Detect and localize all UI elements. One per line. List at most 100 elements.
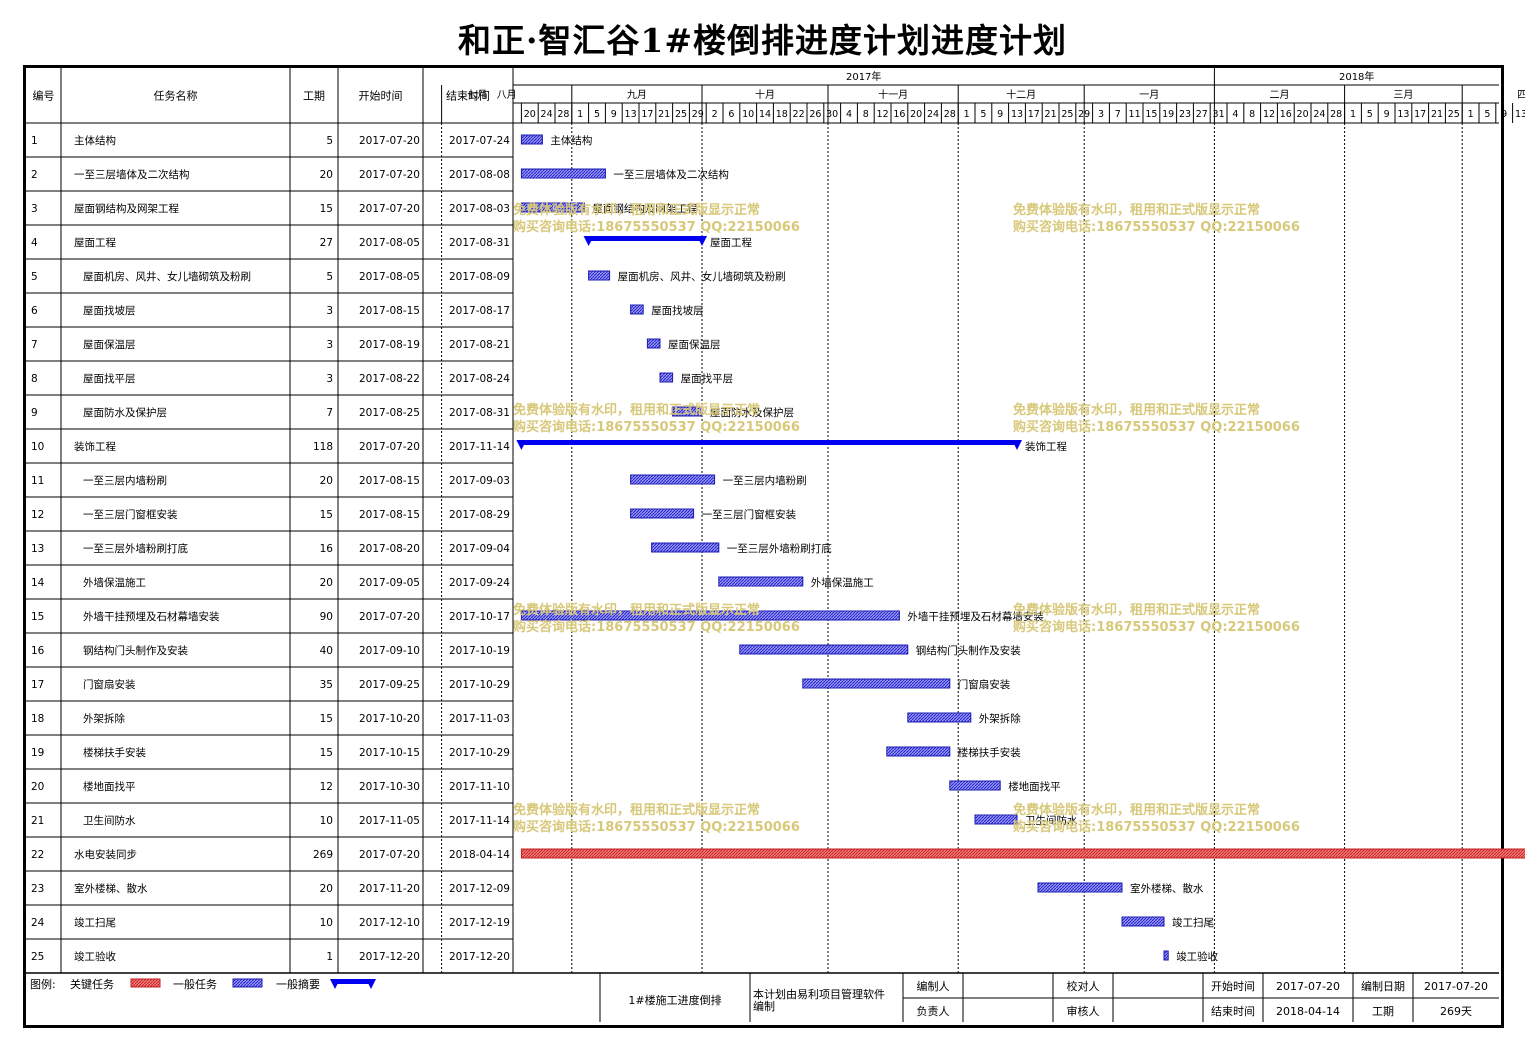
task-id: 1 <box>31 135 38 147</box>
bar-label: 楼梯扶手安装 <box>958 746 1021 759</box>
day-label: 17 <box>641 109 653 120</box>
month-label: 二月 <box>1270 89 1290 101</box>
month-label: 四月 <box>1517 89 1525 101</box>
task-bar <box>630 304 644 315</box>
task-duration: 3 <box>326 339 333 351</box>
task-bar <box>672 406 703 417</box>
day-label: 28 <box>1330 109 1342 120</box>
task-id: 10 <box>31 441 44 453</box>
task-id: 8 <box>31 373 38 385</box>
day-label: 12 <box>1263 109 1275 120</box>
task-start: 2017-10-20 <box>359 713 420 725</box>
task-end: 2017-09-24 <box>449 577 510 589</box>
task-end: 2017-11-14 <box>449 815 510 827</box>
task-name: 竣工扫尾 <box>74 916 116 929</box>
bar-label: 外架拆除 <box>979 712 1021 725</box>
bar-label: 屋面工程 <box>710 237 752 249</box>
task-bar <box>520 202 585 213</box>
task-duration: 20 <box>320 169 333 181</box>
day-label: 29 <box>1078 109 1090 120</box>
task-end: 2017-08-21 <box>449 339 510 351</box>
month-label: 三月 <box>1393 89 1413 101</box>
month-label: 九月 <box>627 89 647 101</box>
task-duration: 5 <box>326 271 333 283</box>
date-label: 编制日期 <box>1361 979 1405 993</box>
critical-bar <box>520 848 1525 859</box>
day-label: 6 <box>728 109 734 120</box>
task-start: 2017-08-19 <box>359 339 420 351</box>
task-name: 室外楼梯、散水 <box>74 882 148 895</box>
duration-label: 工期 <box>1372 1005 1394 1018</box>
task-end: 2017-09-03 <box>449 475 510 487</box>
day-label: 24 <box>1313 109 1325 120</box>
task-id: 20 <box>31 781 44 793</box>
task-name: 屋面找坡层 <box>83 304 136 317</box>
day-label: 27 <box>1196 109 1208 120</box>
day-label: 14 <box>759 109 771 120</box>
day-label: 16 <box>1280 109 1292 120</box>
task-bar <box>949 780 1001 791</box>
task-start: 2017-08-20 <box>359 543 420 555</box>
watermark-text: 免费体验版有水印，租用和正式版显示正常 <box>1013 602 1260 618</box>
month-label: 十二月 <box>1006 88 1036 101</box>
task-end: 2017-11-03 <box>449 713 510 725</box>
task-name: 门窗扇安装 <box>83 678 136 691</box>
start-label: 开始时间 <box>1211 979 1255 993</box>
summary-bar-cap <box>583 236 594 246</box>
task-duration: 10 <box>320 815 333 827</box>
summary-bar-cap <box>697 236 707 246</box>
header-end: 结束时间 <box>446 90 490 103</box>
watermark-text: 购买咨询电话:18675550537 QQ:22150066 <box>513 619 800 635</box>
task-bar <box>974 814 1018 825</box>
task-duration: 27 <box>320 237 333 249</box>
task-start: 2017-12-20 <box>359 951 420 963</box>
bar-label: 门窗扇安装 <box>958 678 1011 691</box>
task-name: 装饰工程 <box>74 440 116 453</box>
day-label: 23 <box>1179 109 1191 120</box>
task-start: 2017-07-20 <box>359 441 420 453</box>
bar-label: 竣工扫尾 <box>1172 916 1214 929</box>
task-bar <box>802 678 951 689</box>
task-duration: 118 <box>313 441 333 453</box>
task-id: 16 <box>31 645 45 657</box>
task-start: 2017-08-15 <box>359 305 420 317</box>
task-duration: 7 <box>326 407 333 419</box>
task-end: 2017-08-24 <box>449 373 510 385</box>
task-id: 9 <box>31 407 38 419</box>
legend-critical-label: 关键任务 <box>70 977 114 991</box>
task-end: 2017-08-31 <box>449 407 510 419</box>
task-end: 2017-12-20 <box>449 951 510 963</box>
task-start: 2017-07-20 <box>359 849 420 861</box>
day-label: 5 <box>1484 109 1490 120</box>
bar-label: 屋面保温层 <box>668 338 721 351</box>
task-name: 水电安装同步 <box>74 848 137 861</box>
task-name: 屋面保温层 <box>83 338 136 351</box>
day-label: 1 <box>1468 109 1474 120</box>
task-id: 6 <box>31 305 38 317</box>
bar-label: 楼地面找平 <box>1008 780 1060 793</box>
bar-label: 一至三层外墙粉刷打底 <box>727 542 832 555</box>
task-name: 楼地面找平 <box>83 780 136 793</box>
task-bar <box>630 474 716 485</box>
day-label: 31 <box>1213 109 1225 120</box>
day-label: 1 <box>1350 109 1356 120</box>
task-name: 屋面防水及保护层 <box>83 406 167 419</box>
day-label: 21 <box>658 109 670 120</box>
bar-label: 一至三层门窗框安装 <box>702 508 797 521</box>
task-duration: 16 <box>320 543 334 555</box>
task-end: 2017-10-29 <box>449 747 510 759</box>
day-label: 10 <box>742 109 754 120</box>
task-start: 2017-08-25 <box>359 407 420 419</box>
watermark-text: 免费体验版有水印，租用和正式版显示正常 <box>513 602 760 618</box>
task-duration: 15 <box>320 203 333 215</box>
watermark-text: 免费体验版有水印，租用和正式版显示正常 <box>513 202 760 218</box>
task-end: 2017-09-04 <box>449 543 510 555</box>
day-label: 4 <box>846 109 852 120</box>
task-name: 楼梯扶手安装 <box>83 746 146 759</box>
day-label: 13 <box>625 109 637 120</box>
header-id: 编号 <box>33 89 55 103</box>
day-label: 21 <box>1045 109 1057 120</box>
task-end: 2017-08-03 <box>449 203 510 215</box>
bar-label: 外墙保温施工 <box>811 576 874 589</box>
